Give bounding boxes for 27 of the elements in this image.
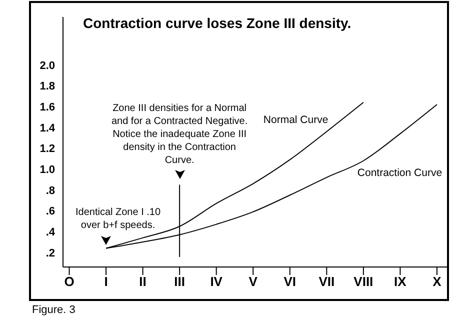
x-tick-label: X — [432, 274, 442, 290]
y-tick-label: 1.2 — [40, 143, 55, 156]
y-tick-label: 1.6 — [40, 101, 55, 114]
y-tick-label: .4 — [46, 226, 56, 238]
x-tick-label: IX — [394, 274, 407, 290]
chart-title: Contraction curve loses Zone III density. — [83, 15, 352, 31]
x-tick-label: I — [104, 274, 108, 290]
x-tick-label: VIII — [354, 274, 374, 290]
x-tick-label: VI — [284, 274, 296, 290]
x-tick-label: V — [248, 274, 258, 290]
text: Figure. 3 — [32, 304, 76, 316]
x-tick-label: IV — [210, 274, 223, 290]
y-tick-label: .2 — [46, 247, 55, 260]
series-label: Contraction Curve — [357, 166, 442, 179]
x-tick-label: VII — [318, 274, 335, 290]
annotation: Zone III densities for a Normal and for a Contracted Negative. Notice the inadequate Zone III density in the Contraction Curve. — [110, 102, 249, 167]
x-tick-label: O — [64, 274, 74, 290]
y-tick-label: 1.4 — [40, 122, 56, 134]
text: 1.0 — [40, 164, 55, 176]
text: 2.0 — [40, 60, 55, 72]
y-tick-label: .8 — [46, 184, 55, 197]
annotation: Identical Zone I .10 over b+f speeds. — [74, 206, 162, 232]
x-tick-label: II — [139, 274, 146, 290]
y-tick-label: 1.8 — [40, 80, 55, 93]
x-tick-label: III — [174, 274, 185, 290]
series-label: Normal Curve — [263, 114, 328, 126]
y-tick-label: .6 — [46, 206, 55, 218]
